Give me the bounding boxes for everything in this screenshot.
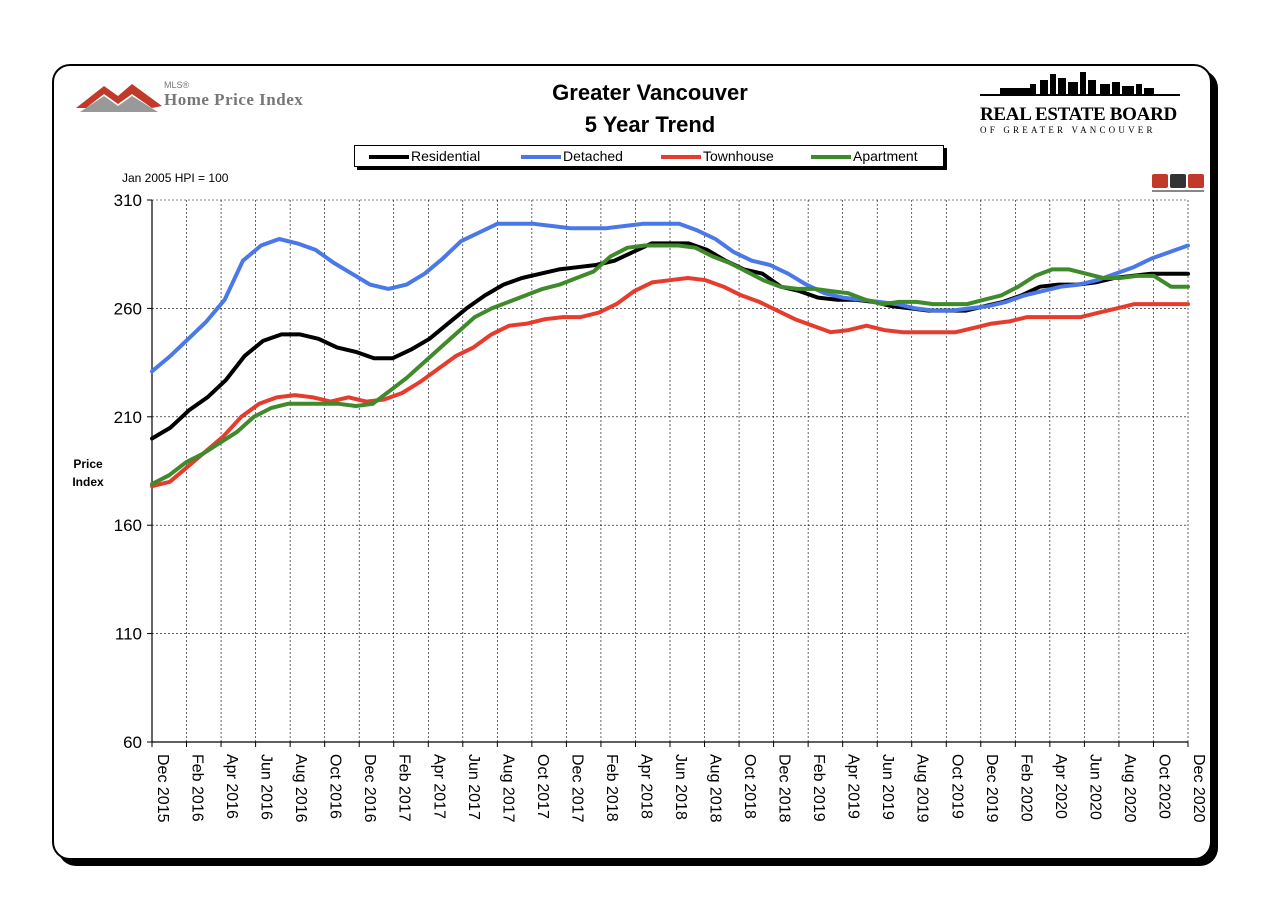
base-note: Jan 2005 HPI = 100 <box>122 171 229 185</box>
x-tick-label: Apr 2019 <box>845 754 862 819</box>
series-line-townhouse <box>150 276 1190 489</box>
x-tick-label: Feb 2016 <box>189 754 206 822</box>
chart-title: Greater Vancouver <box>552 80 748 105</box>
x-tick-label: Apr 2018 <box>637 754 654 819</box>
x-tick-label: Dec 2015 <box>154 754 171 823</box>
x-tick-label: Oct 2020 <box>1155 754 1172 819</box>
x-tick-label: Dec 2017 <box>568 754 585 823</box>
y-tick-label: 60 <box>123 733 142 752</box>
real-estate-board-logo: REAL ESTATE BOARD OF GREATER VANCOUVER <box>970 70 1190 136</box>
y-tick-label: 210 <box>114 408 142 427</box>
x-tick-label: Aug 2018 <box>707 754 724 823</box>
x-tick-label: Jun 2017 <box>465 754 482 820</box>
legend-swatch-residential <box>369 155 409 160</box>
real-estate-board-label: REAL ESTATE BOARD <box>980 104 1177 125</box>
x-tick-label: Aug 2019 <box>914 754 931 823</box>
home-price-index-label: Home Price Index <box>164 90 304 109</box>
x-tick-label: Oct 2016 <box>327 754 344 819</box>
x-tick-label: Apr 2017 <box>430 754 447 819</box>
x-tick-label: Aug 2016 <box>292 754 309 823</box>
legend-label-residential: Residential <box>411 148 481 164</box>
legend-label-apartment: Apartment <box>853 148 918 164</box>
y-axis-label-text: Price Index <box>72 457 104 489</box>
y-tick-label: 260 <box>114 299 142 318</box>
legend-item-detached: Detached <box>521 148 623 164</box>
x-tick-label: Dec 2018 <box>776 754 793 823</box>
legend-label-townhouse: Townhouse <box>703 148 774 164</box>
x-tick-label: Dec 2019 <box>983 754 1000 823</box>
chart-subtitle: 5 Year Trend <box>584 112 716 137</box>
legend-item-apartment: Apartment <box>811 148 918 164</box>
legend-swatch-townhouse <box>661 155 701 160</box>
legend-item-townhouse: Townhouse <box>661 148 774 164</box>
x-tick-label: Oct 2019 <box>948 754 965 819</box>
x-tick-label: Oct 2017 <box>534 754 551 819</box>
x-tick-label: Jun 2020 <box>1086 754 1103 820</box>
x-tick-label: Feb 2019 <box>810 754 827 822</box>
x-tick-label: Jun 2019 <box>879 754 896 820</box>
mls-home-price-index-logo: MLS® Home Price Index <box>72 76 372 116</box>
mls-badge-icon <box>1152 174 1204 192</box>
legend-label-detached: Detached <box>563 148 623 164</box>
series-line-apartment <box>150 243 1190 486</box>
x-tick-label: Aug 2017 <box>499 754 516 823</box>
chart-frame <box>52 64 1212 860</box>
x-tick-label: Oct 2018 <box>741 754 758 819</box>
greater-vancouver-label: OF GREATER VANCOUVER <box>980 125 1156 135</box>
legend-swatch-detached <box>521 155 561 160</box>
series-line-detached <box>150 221 1190 374</box>
chart-legend: Residential Detached Townhouse Apartment <box>354 145 944 167</box>
y-tick-label: 160 <box>114 516 142 535</box>
x-tick-label: Feb 2018 <box>603 754 620 822</box>
y-tick-label: 110 <box>115 625 142 644</box>
house-roof-icon <box>76 84 162 112</box>
mls-label: MLS® <box>164 80 190 90</box>
x-tick-label: Jun 2018 <box>672 754 689 820</box>
x-tick-label: Jun 2016 <box>258 754 275 820</box>
legend-item-residential: Residential <box>369 148 480 164</box>
x-tick-label: Dec 2016 <box>361 754 378 823</box>
x-tick-label: Dec 2020 <box>1190 754 1207 823</box>
x-tick-label: Apr 2016 <box>223 754 240 819</box>
x-tick-label: Apr 2020 <box>1052 754 1069 819</box>
x-tick-label: Feb 2017 <box>396 754 413 822</box>
legend-swatch-apartment <box>811 155 851 160</box>
x-tick-label: Feb 2020 <box>1017 754 1034 822</box>
city-skyline-icon <box>980 72 1180 96</box>
y-tick-label: 310 <box>114 191 142 210</box>
y-axis-label: Price Index <box>60 455 116 491</box>
x-tick-label: Aug 2020 <box>1121 754 1138 823</box>
